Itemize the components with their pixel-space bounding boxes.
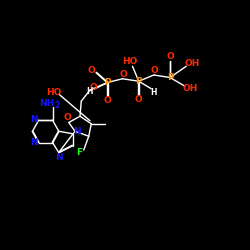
Text: OH: OH [184, 59, 200, 68]
Text: P: P [136, 77, 142, 86]
Text: HO: HO [122, 57, 138, 66]
Text: HO: HO [46, 88, 62, 97]
Text: O: O [64, 113, 72, 122]
Text: O: O [89, 83, 97, 92]
Text: N: N [30, 116, 38, 124]
Text: P: P [167, 73, 173, 82]
Text: O: O [135, 95, 142, 104]
Text: O: O [104, 96, 112, 105]
Text: O: O [166, 52, 174, 61]
Text: O: O [150, 66, 158, 75]
Text: H: H [87, 87, 93, 96]
Text: F: F [76, 148, 82, 157]
Text: O: O [119, 70, 127, 79]
Text: N: N [55, 154, 62, 162]
Text: N: N [30, 138, 38, 147]
Text: OH: OH [183, 84, 198, 93]
Text: O: O [88, 66, 96, 74]
Text: N: N [73, 127, 81, 136]
Text: NH: NH [40, 100, 54, 108]
Text: H: H [150, 88, 157, 97]
Text: 2: 2 [54, 100, 60, 110]
Text: P: P [104, 78, 111, 87]
